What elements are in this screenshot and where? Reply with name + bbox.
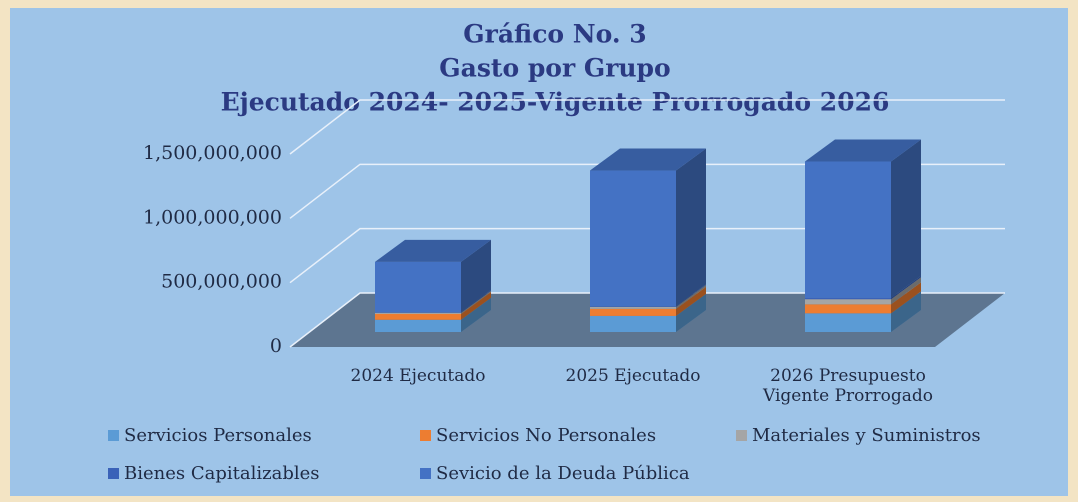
bar-side-shade (891, 282, 921, 314)
grid-line (289, 163, 1005, 219)
bar-side-shade (676, 148, 706, 307)
bar-side (676, 286, 706, 316)
bar-segment (805, 297, 891, 300)
bar-side-shade (676, 293, 706, 332)
bar-side (891, 139, 921, 298)
y-tick-label: 1,500,000,000 (143, 142, 282, 164)
bar-segment (375, 312, 461, 314)
legend-swatch (420, 430, 431, 441)
bar-side-shade (891, 277, 921, 305)
legend-swatch (108, 468, 119, 479)
legend-label: Bienes Capitalizables (124, 463, 320, 484)
chart-title: Gasto por Grupo (439, 54, 670, 83)
bar-top (590, 148, 706, 171)
bar-segment (805, 313, 891, 332)
chart-title: Gráfico No. 3 (463, 20, 646, 49)
bar-side-shade (461, 290, 491, 313)
bar-side-shade (891, 139, 921, 298)
bar-segment (590, 306, 676, 309)
bar-segment (590, 306, 676, 307)
bar-side-shade (891, 291, 921, 332)
legend-label: Sevicio de la Deuda Pública (436, 463, 690, 484)
bar-side (461, 297, 491, 332)
bar-segment (375, 313, 461, 320)
x-tick-label: 2025 Ejecutado (565, 366, 701, 386)
x-tick-label: 2026 Presupuesto Vigente Prorrogado (762, 366, 934, 406)
bar-side (461, 291, 491, 320)
bar-segment (375, 312, 461, 313)
bar-segment (590, 315, 676, 332)
bar-side (891, 282, 921, 314)
x-tick-label-box: 2024 Ejecutado (350, 366, 486, 386)
chart-title: Ejecutado 2024- 2025-Vigente Prorrogado … (221, 88, 890, 117)
x-tick-label-box: 2026 Presupuesto Vigente Prorrogado (762, 366, 934, 406)
grid-line (289, 99, 1005, 155)
bar-top-shade (375, 239, 491, 262)
bar-side-shade (461, 239, 491, 313)
x-tick-label: 2024 Ejecutado (350, 366, 486, 386)
bar-top (375, 239, 491, 262)
legend-label: Materiales y Suministros (752, 425, 981, 446)
bar-side-shade (461, 290, 491, 314)
bar-side-shade (676, 286, 706, 316)
legend-label: Servicios Personales (124, 425, 312, 446)
bar-segment (805, 304, 891, 314)
grid-line (289, 227, 1005, 284)
bar-side-shade (676, 284, 706, 309)
legend-swatch (108, 430, 119, 441)
bar-side (676, 148, 706, 307)
bar-segment (375, 261, 461, 313)
bar-side (676, 293, 706, 332)
y-tick-label: 1,000,000,000 (143, 206, 282, 228)
bar-segment (375, 319, 461, 332)
bar-top-shade (590, 148, 706, 171)
bar-side (891, 275, 921, 300)
bar-side (461, 290, 491, 314)
bar-side (891, 291, 921, 332)
bar-side (461, 239, 491, 313)
y-tick-label: 500,000,000 (161, 271, 282, 293)
bar-side (676, 284, 706, 307)
bar-segment (805, 161, 891, 298)
bar-segment (590, 170, 676, 307)
bar-side (891, 277, 921, 305)
bar-side (676, 284, 706, 309)
bar-side-shade (676, 284, 706, 307)
grid-line (289, 292, 1005, 348)
x-tick-label-box: 2025 Ejecutado (565, 366, 701, 386)
legend-label: Servicios No Personales (436, 425, 656, 446)
legend-swatch (736, 430, 747, 441)
bar-segment (805, 299, 891, 305)
bar-top-shade (805, 139, 921, 162)
bar-side-shade (461, 291, 491, 320)
legend-swatch (420, 468, 431, 479)
bar-segment (590, 308, 676, 316)
y-tick-label: 0 (270, 335, 282, 357)
bar-top (805, 139, 921, 162)
bar-side-shade (891, 275, 921, 300)
bar-side (461, 290, 491, 313)
bar-side-shade (461, 297, 491, 332)
